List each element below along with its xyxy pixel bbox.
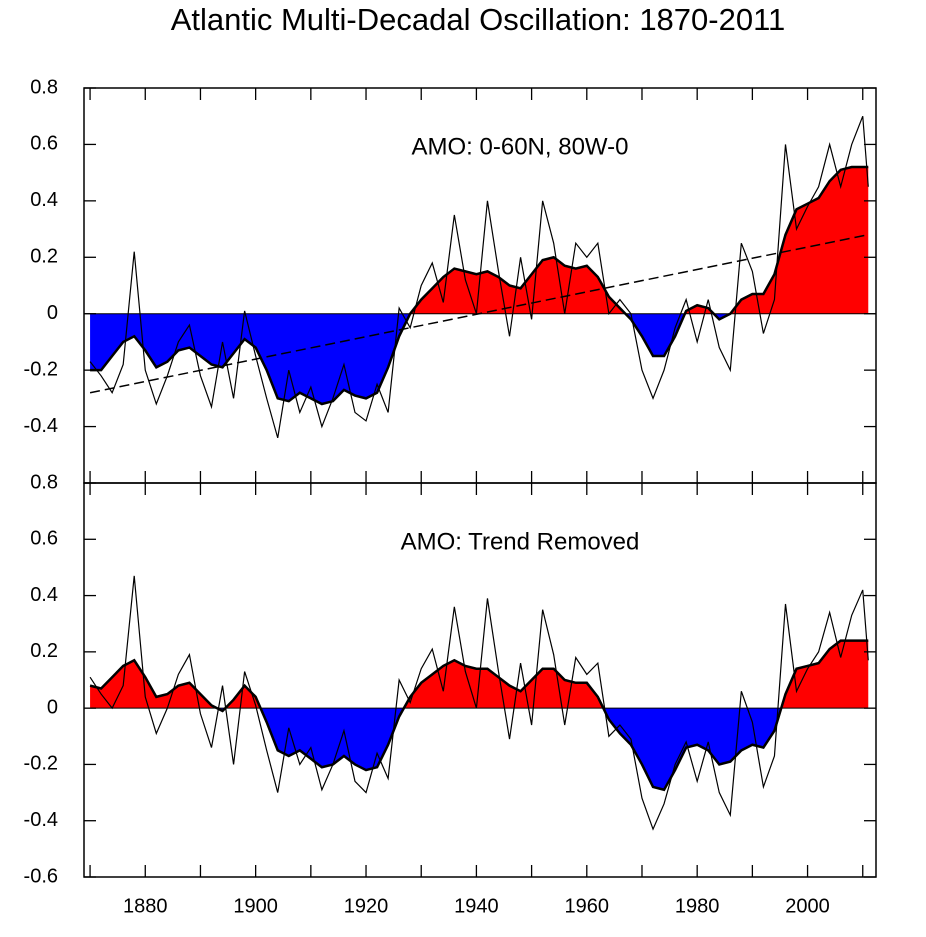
y-tick-label: -0.4: [24, 415, 58, 437]
raw-line: [89, 575, 869, 831]
y-tick-label: 0: [47, 696, 58, 718]
y-tick-label: 0.4: [30, 189, 58, 211]
y-tick-label: 0.4: [30, 584, 58, 606]
x-tick-label: 1960: [565, 895, 610, 917]
x-tick-label: 1980: [675, 895, 720, 917]
smoothed-line: [90, 165, 869, 406]
annotation: AMO: Trend Removed: [401, 528, 640, 555]
smoothed-line: [89, 639, 869, 792]
plot-frame: [83, 482, 877, 878]
x-tick-label: 2000: [785, 895, 830, 917]
x-tick-label: 1940: [454, 895, 499, 917]
y-tick-label: 0: [47, 302, 58, 324]
y-tick-label: -0.2: [24, 358, 58, 380]
y-tick-label: 0.8: [30, 76, 58, 98]
y-tick-label: 0.2: [30, 640, 58, 662]
negative-area: [90, 708, 869, 790]
x-tick-label: 1880: [123, 895, 168, 917]
x-tick-label: 1920: [344, 895, 389, 917]
raw-line: [89, 115, 869, 439]
panel: AMO: Trend Removed -0.6 -0.4 -0.2 0 0.2 0.4 0.6…: [24, 471, 877, 917]
y-tick-label: 0.2: [30, 246, 58, 268]
y-tick-label: 0.6: [30, 133, 58, 155]
positive-area: [90, 640, 869, 709]
y-tick-label: 0.8: [30, 471, 58, 493]
y-tick-label: -0.6: [24, 865, 58, 887]
trend-line: [89, 233, 869, 394]
y-tick-label: -0.4: [24, 809, 58, 831]
annotation: AMO: 0-60N, 80W-0: [412, 133, 629, 160]
x-tick-label: 1900: [233, 895, 278, 917]
negative-area: [90, 313, 731, 404]
y-tick-label: 0.6: [30, 528, 58, 550]
y-tick-label: -0.2: [24, 753, 58, 775]
panel: AMO: 0-60N, 80W-0 -0.4 -0.2 0 0.2 0.4 0.6 0.8: [24, 76, 877, 484]
chart-title: Atlantic Multi-Decadal Oscillation: 1870…: [171, 2, 786, 37]
